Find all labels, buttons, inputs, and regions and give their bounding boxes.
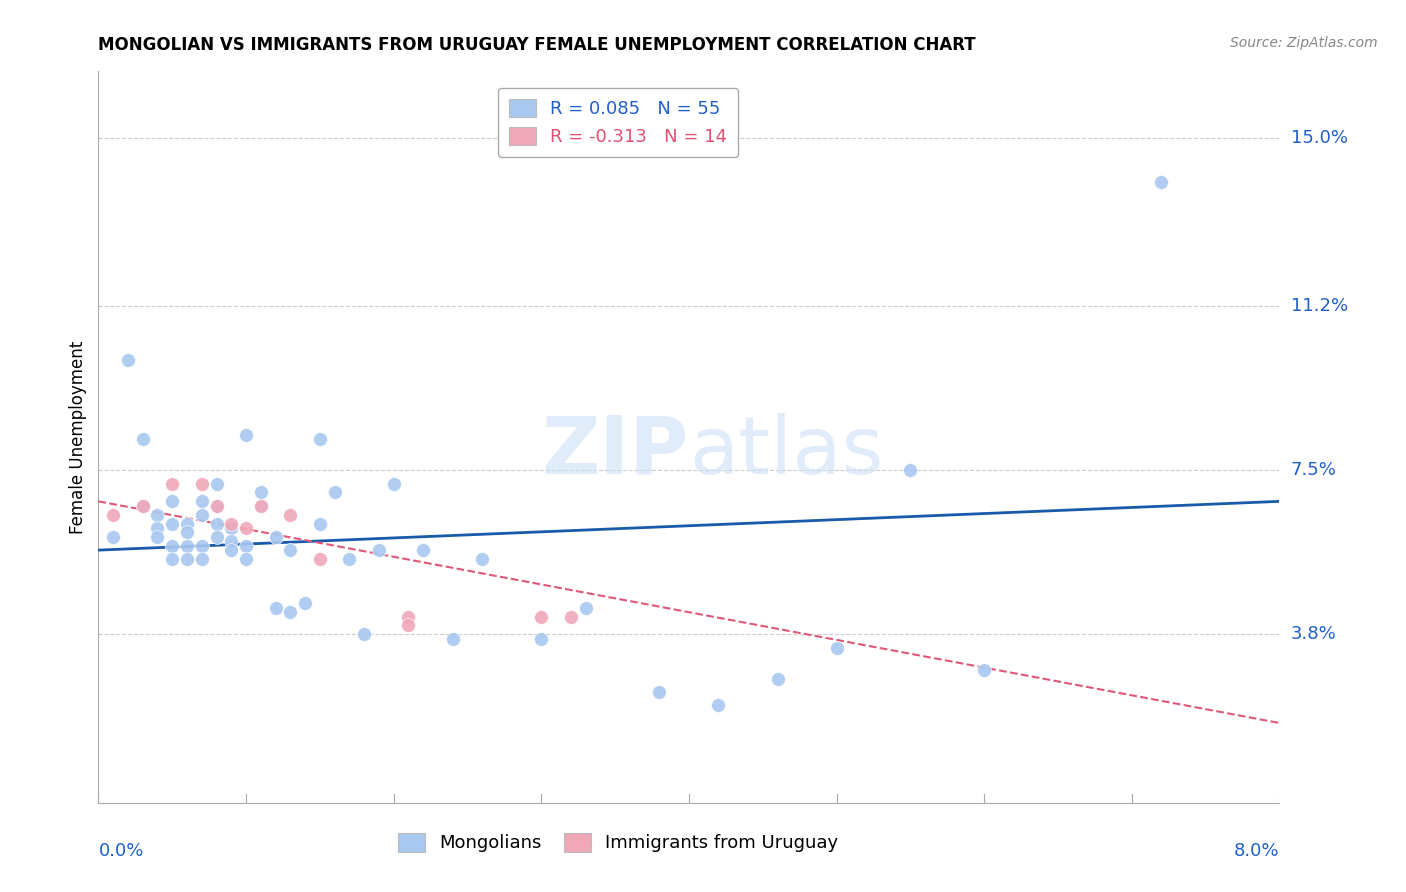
Text: Source: ZipAtlas.com: Source: ZipAtlas.com [1230,36,1378,50]
Point [191,539,214,553]
Point [176,525,198,540]
Point [191,508,214,522]
Text: MONGOLIAN VS IMMIGRANTS FROM URUGUAY FEMALE UNEMPLOYMENT CORRELATION CHART: MONGOLIAN VS IMMIGRANTS FROM URUGUAY FEM… [98,36,976,54]
Point [441,632,464,646]
Point [235,539,257,553]
Point [205,530,228,544]
Point [176,552,198,566]
Point [574,600,596,615]
Point [382,476,405,491]
Point [353,627,375,641]
Point [530,609,553,624]
Point [191,476,214,491]
Point [825,640,848,655]
Point [132,432,155,446]
Point [396,618,419,632]
Point [219,534,242,549]
Point [205,476,228,491]
Point [219,521,242,535]
Text: 7.5%: 7.5% [1291,461,1337,479]
Point [323,485,346,500]
Point [103,530,124,544]
Point [1150,175,1173,189]
Point [162,539,183,553]
Point [396,609,419,624]
Text: ZIP: ZIP [541,413,689,491]
Point [337,552,360,566]
Point [162,494,183,508]
Point [117,352,139,367]
Point [308,432,332,446]
Point [146,530,169,544]
Point [530,632,553,646]
Point [308,552,332,566]
Point [278,508,301,522]
Point [191,494,214,508]
Point [308,516,332,531]
Point [471,552,494,566]
Y-axis label: Female Unemployment: Female Unemployment [69,341,87,533]
Point [219,543,242,558]
Point [235,428,257,442]
Point [560,609,582,624]
Point [219,516,242,531]
Point [250,499,273,513]
Point [294,596,316,610]
Text: atlas: atlas [689,413,883,491]
Text: 3.8%: 3.8% [1291,625,1336,643]
Point [191,552,214,566]
Point [146,508,169,522]
Point [278,605,301,619]
Point [264,530,287,544]
Point [367,543,389,558]
Point [707,698,730,713]
Point [235,552,257,566]
Point [103,508,124,522]
Point [162,552,183,566]
Point [766,672,789,686]
Point [162,516,183,531]
Point [176,539,198,553]
Point [235,521,257,535]
Point [132,499,155,513]
Point [412,543,434,558]
Point [162,476,183,491]
Point [264,600,287,615]
Point [205,516,228,531]
Point [146,521,169,535]
Text: 0.0%: 0.0% [98,842,143,860]
Point [898,463,921,477]
Point [973,663,995,677]
Point [132,499,155,513]
Legend: Mongolians, Immigrants from Uruguay: Mongolians, Immigrants from Uruguay [391,826,845,860]
Point [278,543,301,558]
Point [250,499,273,513]
Text: 15.0%: 15.0% [1291,128,1347,147]
Point [205,499,228,513]
Text: 11.2%: 11.2% [1291,297,1348,315]
Point [176,516,198,531]
Text: 8.0%: 8.0% [1234,842,1279,860]
Point [250,485,273,500]
Point [205,499,228,513]
Point [648,685,671,699]
